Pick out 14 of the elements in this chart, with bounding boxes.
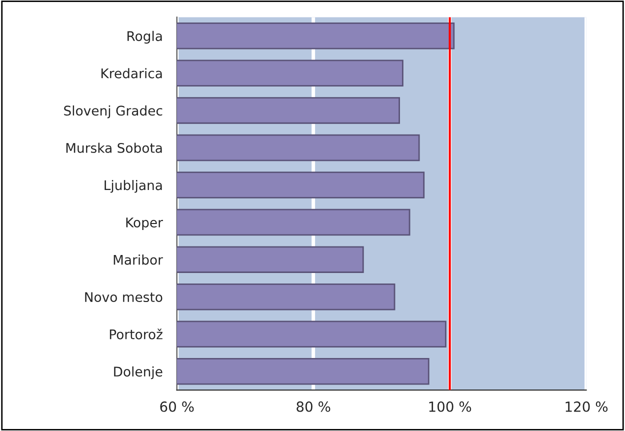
y-tick-label: Murska Sobota (66, 142, 162, 153)
x-tick-label: 60 % (160, 401, 194, 412)
y-tick-label: Novo mesto (85, 292, 162, 302)
x-tick-label: 120 % (566, 401, 608, 412)
y-tick-label: Maribor (114, 254, 163, 265)
y-tick-label: Dolenje (114, 366, 162, 380)
y-tick-label: Portorož (110, 328, 162, 340)
y-tick-label: Rogla (128, 30, 162, 44)
y-tick-label: Slovenj Gradec (64, 105, 162, 118)
x-tick-label: 80 % (296, 401, 330, 412)
y-tick-label: Koper (126, 218, 163, 230)
y-tick-label: Ljubljana (104, 180, 162, 193)
y-tick-label: Kredarica (101, 68, 162, 78)
x-tick-label: 100 % (429, 401, 472, 412)
